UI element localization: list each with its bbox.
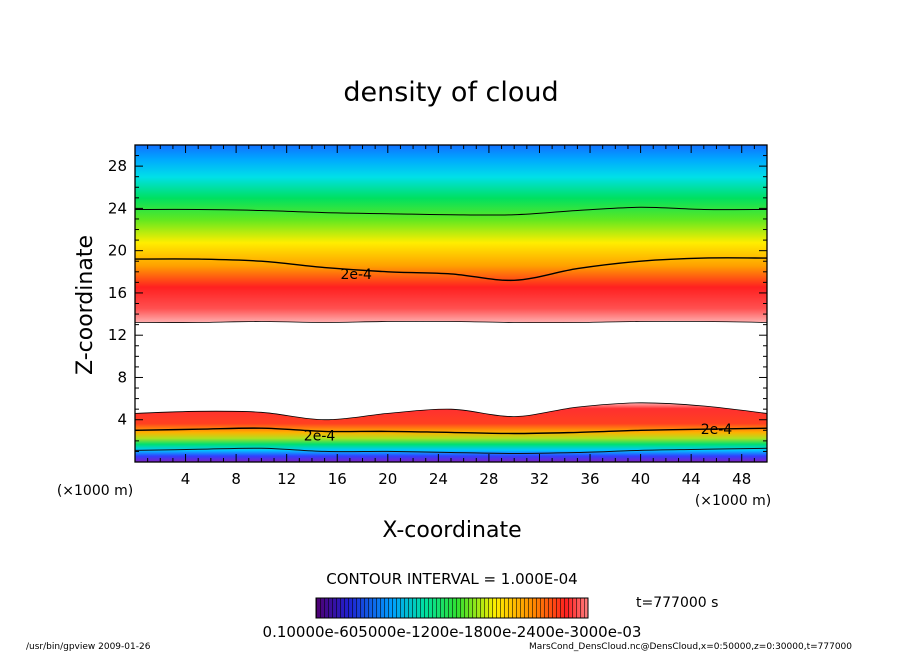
y-tick-label: 20 [108,242,127,260]
x-unit-left: (×1000 m) [57,483,133,499]
x-tick-label: 8 [231,470,241,488]
x-tick-label: 32 [530,470,549,488]
colorbar: 0.10000e-605000e-1200e-1800e-2400e-3000e… [263,597,642,641]
time-label: t=777000 s [636,595,718,611]
x-tick-label: 40 [631,470,650,488]
footer-left: /usr/bin/gpview 2009-01-26 [26,642,151,652]
y-tick-label: 24 [108,199,127,217]
upper-top-contour [135,206,767,216]
x-tick-label: 24 [429,470,448,488]
y-tick-label: 4 [117,411,127,429]
colorbar-ticks [316,598,588,618]
contour-label: 2e-4 [701,422,733,438]
y-tick-labels: 4 8 12 16 20 24 28 [108,157,127,429]
y-tick-label: 12 [108,326,127,344]
x-tick-label: 20 [378,470,397,488]
colorbar-labels: 0.10000e-605000e-1200e-1800e-2400e-3000e… [263,623,642,641]
chart-title: density of cloud [343,77,558,108]
lower-top-contour [135,402,767,421]
contour-interval-text: CONTOUR INTERVAL = 1.000E-04 [326,570,577,588]
contour-label: 2e-4 [304,429,336,445]
x-unit-right: (×1000 m) [695,493,771,509]
footer-right: MarsCond_DensCloud.nc@DensCloud,x=0:5000… [529,642,852,652]
upper-cloud-layer [135,145,767,323]
x-tick-label: 48 [732,470,751,488]
x-tick-label: 44 [682,470,701,488]
x-tick-label: 12 [277,470,296,488]
x-tick-label: 16 [328,470,347,488]
lower-base-contour [135,447,767,455]
upper-2e4-contour [135,257,767,282]
x-tick-labels: 4 8 12 16 20 24 28 32 36 40 44 48 [181,470,751,488]
upper-bottom-contour [135,320,767,324]
lower-2e4-contour [135,427,767,435]
contour-label: 2e-4 [340,267,372,283]
y-axis-label: Z-coordinate [73,235,98,375]
y-tick-label: 28 [108,157,127,175]
axis-ticks [134,144,768,463]
colorbar-frame [315,597,589,619]
x-tick-label: 28 [479,470,498,488]
y-tick-label: 16 [108,284,127,302]
y-tick-label: 8 [117,368,127,386]
x-tick-label: 4 [181,470,191,488]
plot-area: 2e-42e-4 2e-4 4 8 12 16 20 24 28 32 36 40 44 48 4812… [108,144,768,488]
contour-labels: 2e-4 2e-4 2e-4 [304,267,732,445]
x-tick-label: 36 [580,470,599,488]
x-axis-label: X-coordinate [382,518,521,543]
